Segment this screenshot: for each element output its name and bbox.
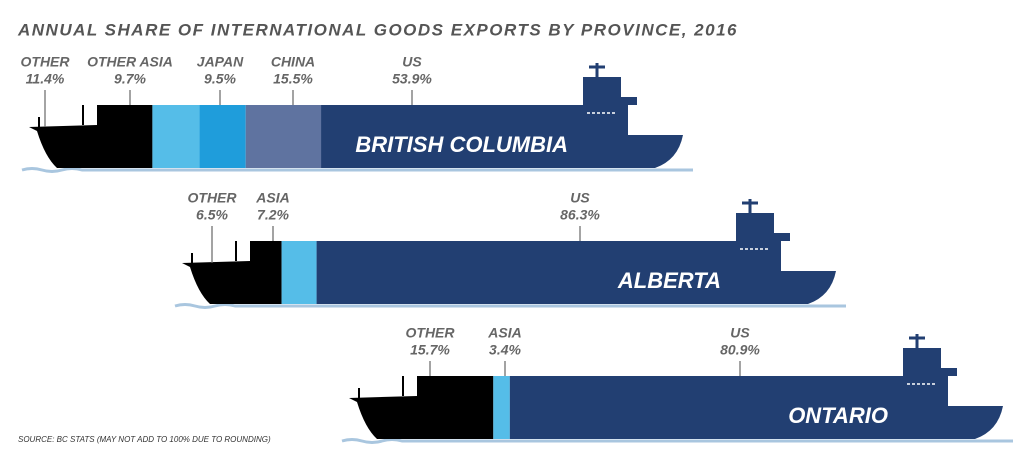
water-line xyxy=(21,167,693,173)
segment-name: ASIA xyxy=(487,325,521,341)
bar-segment xyxy=(152,105,200,168)
segment-name: CHINA xyxy=(271,54,315,70)
segment-value: 15.7% xyxy=(410,342,450,358)
ship-stern xyxy=(583,105,683,168)
bar-segment xyxy=(493,376,510,439)
bar-segment xyxy=(316,241,736,304)
segment-value: 9.5% xyxy=(204,71,236,87)
bar-segment xyxy=(97,105,153,168)
segment-value: 53.9% xyxy=(392,71,432,87)
segment-name: OTHER xyxy=(188,190,238,206)
segment-value: 9.7% xyxy=(114,71,146,87)
segment-value: 80.9% xyxy=(720,342,760,358)
segment-value: 6.5% xyxy=(196,207,228,223)
segment-name: OTHER ASIA xyxy=(87,54,173,70)
segment-name: ASIA xyxy=(255,190,289,206)
water-line xyxy=(174,303,846,309)
segment-name: US xyxy=(402,54,422,70)
ship-bridge xyxy=(736,213,774,241)
bar-segment xyxy=(281,241,317,304)
bar-segment xyxy=(250,241,282,304)
segment-name: US xyxy=(730,325,750,341)
chart-title: ANNUAL SHARE OF INTERNATIONAL GOODS EXPO… xyxy=(17,20,738,39)
bar-segment xyxy=(417,376,494,439)
water-line xyxy=(341,438,1013,444)
bar-segment xyxy=(245,105,322,168)
province-name: BRITISH COLUMBIA xyxy=(355,132,568,157)
ship-bridge xyxy=(583,77,621,105)
segment-value: 15.5% xyxy=(273,71,313,87)
segment-name: US xyxy=(570,190,590,206)
ship-bridge xyxy=(903,348,941,376)
ship-bow xyxy=(182,261,250,304)
source-note: SOURCE: BC STATS (MAY NOT ADD TO 100% DU… xyxy=(18,435,271,444)
bar-segment xyxy=(321,105,583,168)
bar-segment xyxy=(199,105,246,168)
segment-name: OTHER xyxy=(21,54,71,70)
ship-bow xyxy=(29,125,97,168)
ship-deckhouse xyxy=(774,233,790,241)
province-name: ALBERTA xyxy=(617,268,721,293)
segment-name: OTHER xyxy=(406,325,456,341)
ship-bow xyxy=(349,396,417,439)
bar-segment xyxy=(509,376,903,439)
segment-name: JAPAN xyxy=(197,54,244,70)
ship-stern xyxy=(736,241,836,304)
segment-value: 86.3% xyxy=(560,207,600,223)
segment-value: 7.2% xyxy=(257,207,289,223)
segment-value: 11.4% xyxy=(26,71,65,87)
ship-stern xyxy=(903,376,1003,439)
segment-value: 3.4% xyxy=(489,342,521,358)
ship-deckhouse xyxy=(941,368,957,376)
province-name: ONTARIO xyxy=(788,403,888,428)
ship-deckhouse xyxy=(621,97,637,105)
